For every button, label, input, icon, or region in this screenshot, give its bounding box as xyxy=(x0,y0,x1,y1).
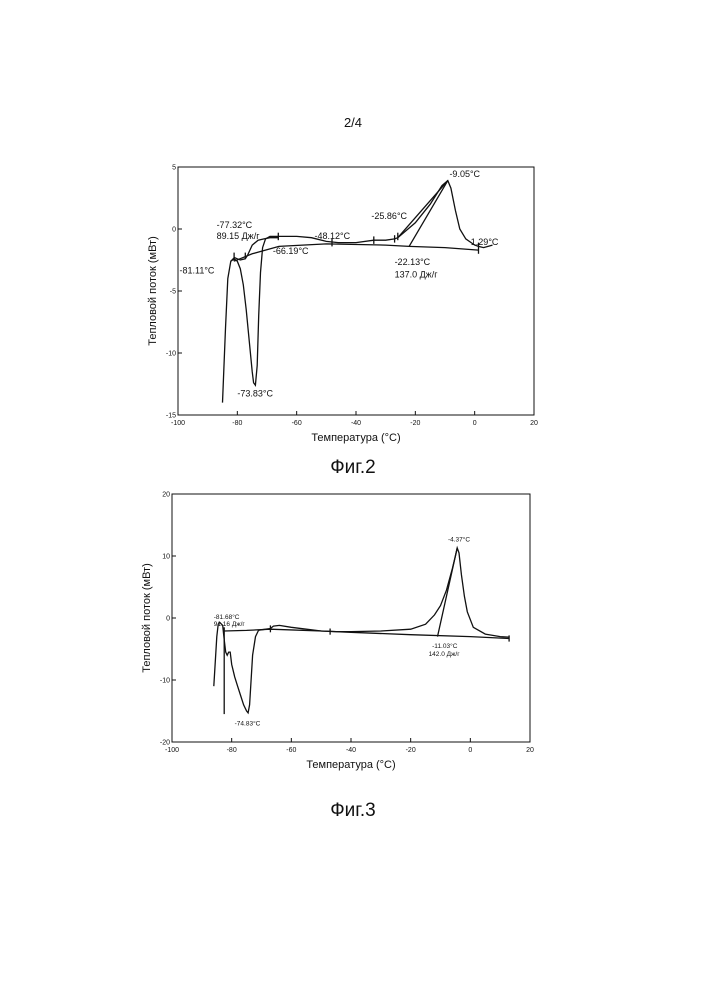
x-tick-label: -40 xyxy=(351,420,361,427)
data-label: -74.83°C xyxy=(235,719,261,727)
data-label: -22.13°C xyxy=(395,257,431,267)
data-label: -77.32°C xyxy=(217,220,253,230)
x-tick-label: -100 xyxy=(165,747,179,754)
x-axis-title: Температура (°С) xyxy=(311,432,400,444)
baseline-or-marker-line xyxy=(224,629,509,638)
y-tick-label: -10 xyxy=(160,678,170,685)
x-tick-label: -60 xyxy=(292,420,302,427)
y-tick-label: 10 xyxy=(162,554,170,561)
baseline-or-marker-line xyxy=(231,238,279,262)
y-tick-label: 0 xyxy=(166,616,170,623)
x-tick-label: -100 xyxy=(171,420,185,427)
x-tick-label: 20 xyxy=(530,420,538,427)
y-axis-title: Тепловой поток (мВт) xyxy=(147,236,159,346)
y-axis-title: Тепловой поток (мВт) xyxy=(141,563,153,673)
data-label: 142.0 Дж/г xyxy=(429,651,461,658)
y-tick-label: -20 xyxy=(160,740,170,747)
data-label: 1.29°C xyxy=(471,237,499,247)
data-label: -48.12°C xyxy=(314,231,350,241)
y-tick-label: 0 xyxy=(172,227,176,234)
data-label: -81.11°C xyxy=(179,266,214,276)
y-tick-label: -5 xyxy=(170,289,176,296)
y-tick-label: -10 xyxy=(166,351,176,358)
plot-frame xyxy=(178,167,534,415)
page-number: 2/4 xyxy=(0,115,706,130)
x-tick-label: -40 xyxy=(346,747,356,754)
x-tick-label: -80 xyxy=(227,747,237,754)
baseline-or-marker-line xyxy=(398,181,448,238)
y-tick-label: 20 xyxy=(162,492,170,499)
data-label: -66.19°C xyxy=(273,246,309,256)
data-label: 91.16 Дж/г xyxy=(214,621,246,628)
x-tick-label: 0 xyxy=(468,747,472,754)
data-label: -9.05°C xyxy=(449,169,480,179)
figure-caption: Фиг.3 xyxy=(330,800,376,821)
y-tick-label: 5 xyxy=(172,165,176,172)
data-label: -73.83°C xyxy=(237,388,273,398)
dsc-chart-fig2: -100 -80 -60 -40 -20 0 20 5 0 -5 -10 -15 Температура… xyxy=(0,155,706,485)
y-tick-label: -15 xyxy=(166,413,176,420)
data-label: -4.37°C xyxy=(448,536,470,544)
baseline-or-marker-line xyxy=(234,244,478,261)
x-axis-title: Температура (°С) xyxy=(306,759,395,771)
data-label: -11.03°C xyxy=(432,642,458,650)
baseline-or-marker-line xyxy=(438,548,458,637)
data-label: 89.15 Дж/г xyxy=(217,231,261,241)
figure-caption: Фиг.2 xyxy=(330,457,376,478)
x-tick-label: 0 xyxy=(473,420,477,427)
baseline-or-marker-line xyxy=(409,181,448,247)
dsc-curve xyxy=(223,181,493,403)
data-label: 137.0 Дж/г xyxy=(395,269,439,279)
x-tick-label: -20 xyxy=(406,747,416,754)
x-tick-label: -20 xyxy=(410,420,420,427)
dsc-chart-fig3: -100 -80 -60 -40 -20 0 20 20 10 0 -10 -20 Температур… xyxy=(0,480,706,840)
data-label: -25.86°C xyxy=(371,211,407,221)
data-label: -81.68°C xyxy=(214,613,240,621)
x-tick-label: -60 xyxy=(286,747,296,754)
x-tick-label: -80 xyxy=(232,420,242,427)
x-tick-label: 20 xyxy=(526,747,534,754)
